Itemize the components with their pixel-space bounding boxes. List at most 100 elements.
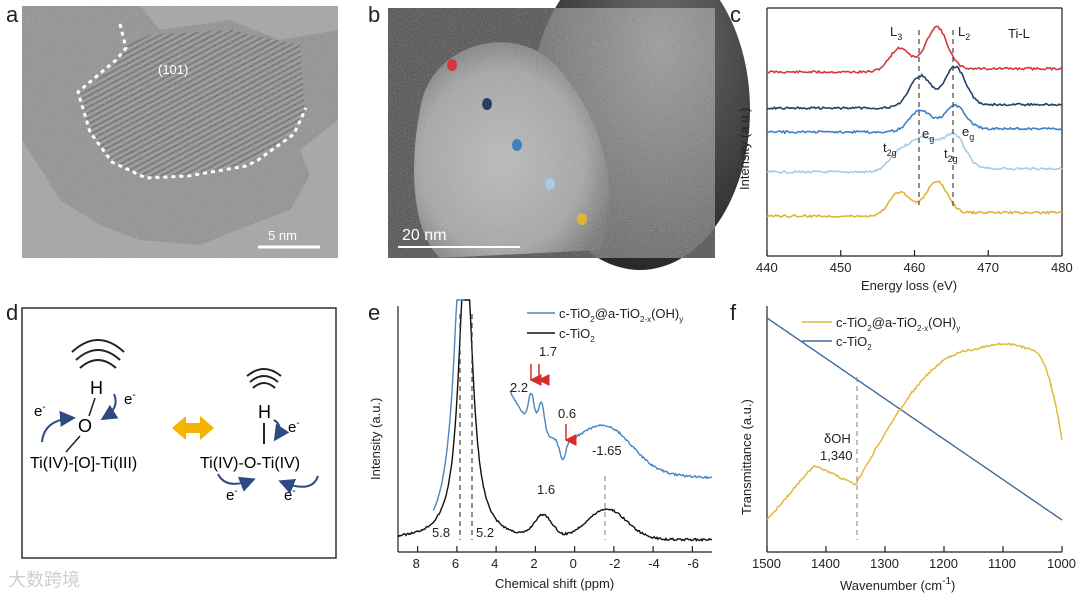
plane-label: (101) xyxy=(158,62,188,77)
spectrum-line-navy xyxy=(766,65,1063,111)
spectrum-line-ctio2 xyxy=(397,299,713,542)
electron-transfer-arrow xyxy=(217,473,256,492)
oh-bond xyxy=(88,397,96,417)
probe-point-red xyxy=(447,59,457,71)
x-tick-label: 470 xyxy=(977,260,999,275)
electron-label: e- xyxy=(124,390,136,408)
left-oh-structure: H O Ti(IV)-[O]-Ti(III) e- e- xyxy=(30,339,137,472)
x-axis-label: Wavenumber (cm-1) xyxy=(840,576,955,593)
legend-label-ctio2: c-TiO2 xyxy=(836,334,872,352)
spectrum-line-coated xyxy=(509,390,713,480)
eg-label-2: eg xyxy=(962,124,974,142)
chart-title: Ti-L xyxy=(1008,26,1030,41)
x-tick-label: -6 xyxy=(687,556,699,571)
x-tick-label: 2 xyxy=(530,556,537,571)
x-tick-label: 1100 xyxy=(988,556,1016,571)
spectrum-line-red xyxy=(766,25,1063,74)
legend: c-TiO2@a-TiO2-x(OH)y c-TiO2 xyxy=(527,306,683,344)
electron-transfer-arrow xyxy=(100,393,119,421)
panel-a: (101) 5 nm xyxy=(22,6,338,258)
vibration-wave-icon xyxy=(71,339,125,353)
x-tick-label: 8 xyxy=(413,556,420,571)
x-tick-label: 1500 xyxy=(752,556,781,571)
x-tick-label: 4 xyxy=(491,556,498,571)
y-axis-label: Transmittance (a.u.) xyxy=(739,399,754,515)
electron-label: e- xyxy=(34,402,46,420)
legend-label-coated: c-TiO2@a-TiO2-x(OH)y xyxy=(836,315,960,333)
panel-letter-c: c xyxy=(730,2,741,27)
l2-label: L2 xyxy=(958,24,970,42)
panel-letter-d: d xyxy=(6,300,19,325)
panel-b: 20 nm xyxy=(388,0,750,270)
probe-point-gold xyxy=(577,213,587,225)
panel-d-schematic: H O Ti(IV)-[O]-Ti(III) e- e- H Ti(IV)-O-… xyxy=(21,307,337,559)
spectrum-line-blue xyxy=(766,103,1063,135)
vibration-wave-icon xyxy=(252,382,276,389)
label-5-2: 5.2 xyxy=(476,525,494,540)
doh-value: 1,340 xyxy=(820,448,853,463)
hydrogen-atom: H xyxy=(90,378,103,398)
legend-label-ctio2: c-TiO2 xyxy=(559,326,595,344)
vibration-wave-icon xyxy=(249,375,279,383)
x-tick-label: 1200 xyxy=(929,556,958,571)
peak-label-1-7: 1.7 xyxy=(539,344,557,359)
vibration-wave-icon xyxy=(75,349,121,361)
scale-bar-label: 20 nm xyxy=(402,227,446,244)
o-ti-bond xyxy=(65,435,81,453)
left-formula: Ti(IV)-[O]-Ti(III) xyxy=(30,455,137,472)
x-tick-label: 450 xyxy=(830,260,852,275)
x-tick-label: 0 xyxy=(570,556,577,571)
vibration-wave-icon xyxy=(79,359,117,369)
t2g-label-2: t2g xyxy=(944,146,958,164)
peak-label-1-6: 1.6 xyxy=(537,482,555,497)
x-tick-label: 440 xyxy=(756,260,778,275)
peak-label-2-2: 2.2 xyxy=(510,380,528,395)
electron-label: e- xyxy=(226,486,238,504)
label-5-8: 5.8 xyxy=(432,525,450,540)
right-formula: Ti(IV)-O-Ti(IV) xyxy=(200,455,300,472)
panel-c-eels-chart: 440 450 460 470 480 L3 L2 Ti-L eg eg t2g t2g… xyxy=(737,7,1073,293)
double-arrow-icon xyxy=(172,416,214,440)
x-tick-label: -4 xyxy=(648,556,660,571)
x-tick-label: -2 xyxy=(609,556,621,571)
scale-bar-label: 5 nm xyxy=(268,228,297,243)
probe-point-blue xyxy=(512,139,522,151)
spectrum-line-gold xyxy=(766,180,1063,219)
y-axis-label: Intensity (a.u.) xyxy=(368,398,383,480)
x-tick-label: 480 xyxy=(1051,260,1073,275)
panel-letter-b: b xyxy=(368,2,381,27)
eg-label-1: eg xyxy=(922,126,934,144)
x-axis-label: Chemical shift (ppm) xyxy=(495,576,614,591)
electron-transfer-arrow xyxy=(273,419,290,442)
legend: c-TiO2@a-TiO2-x(OH)y c-TiO2 xyxy=(802,315,960,352)
right-oh-structure: H Ti(IV)-O-Ti(IV) e- e- e- xyxy=(200,368,319,504)
panel-letter-f: f xyxy=(730,300,737,325)
spectrum-line-ctio2 xyxy=(766,317,1063,521)
spectrum-line-lightblue xyxy=(766,131,1063,175)
electron-transfer-arrow xyxy=(41,410,76,443)
spectrum-line-coated xyxy=(766,342,1063,520)
vibration-wave-icon xyxy=(246,368,282,377)
probe-point-lightblue xyxy=(545,178,555,190)
x-tick-label: 460 xyxy=(904,260,926,275)
x-tick-label: 1300 xyxy=(870,556,899,571)
equilibrium-double-arrow xyxy=(172,416,214,440)
spectrum-line-coated-shoulder xyxy=(432,299,465,511)
hydrogen-atom: H xyxy=(258,402,271,422)
hrtem-noise xyxy=(22,6,338,258)
panel-letter-e: e xyxy=(368,300,381,325)
doh-label: δOH xyxy=(824,431,851,446)
electron-transfer-arrow xyxy=(278,475,319,494)
panel-letter-a: a xyxy=(6,2,19,27)
electron-label: e- xyxy=(288,418,300,436)
peak-label-0-6: 0.6 xyxy=(558,406,576,421)
panel-f-ftir-chart: 1500 1400 1300 1200 1100 1000 δOH 1,340 c-TiO… xyxy=(739,306,1076,593)
watermark: 大数跨境 xyxy=(8,570,80,591)
panel-e-nmr-chart: 8 6 4 2 0 -2 -4 -6 5.8 5.2 2.2 1.7 0.6 -1.65 1.… xyxy=(368,299,713,591)
x-axis-label: Energy loss (eV) xyxy=(861,278,957,293)
oxygen-atom: O xyxy=(78,416,92,436)
crystal-boundary-outline xyxy=(76,23,308,180)
x-tick-label: 1400 xyxy=(811,556,840,571)
stem-noise xyxy=(388,8,715,258)
